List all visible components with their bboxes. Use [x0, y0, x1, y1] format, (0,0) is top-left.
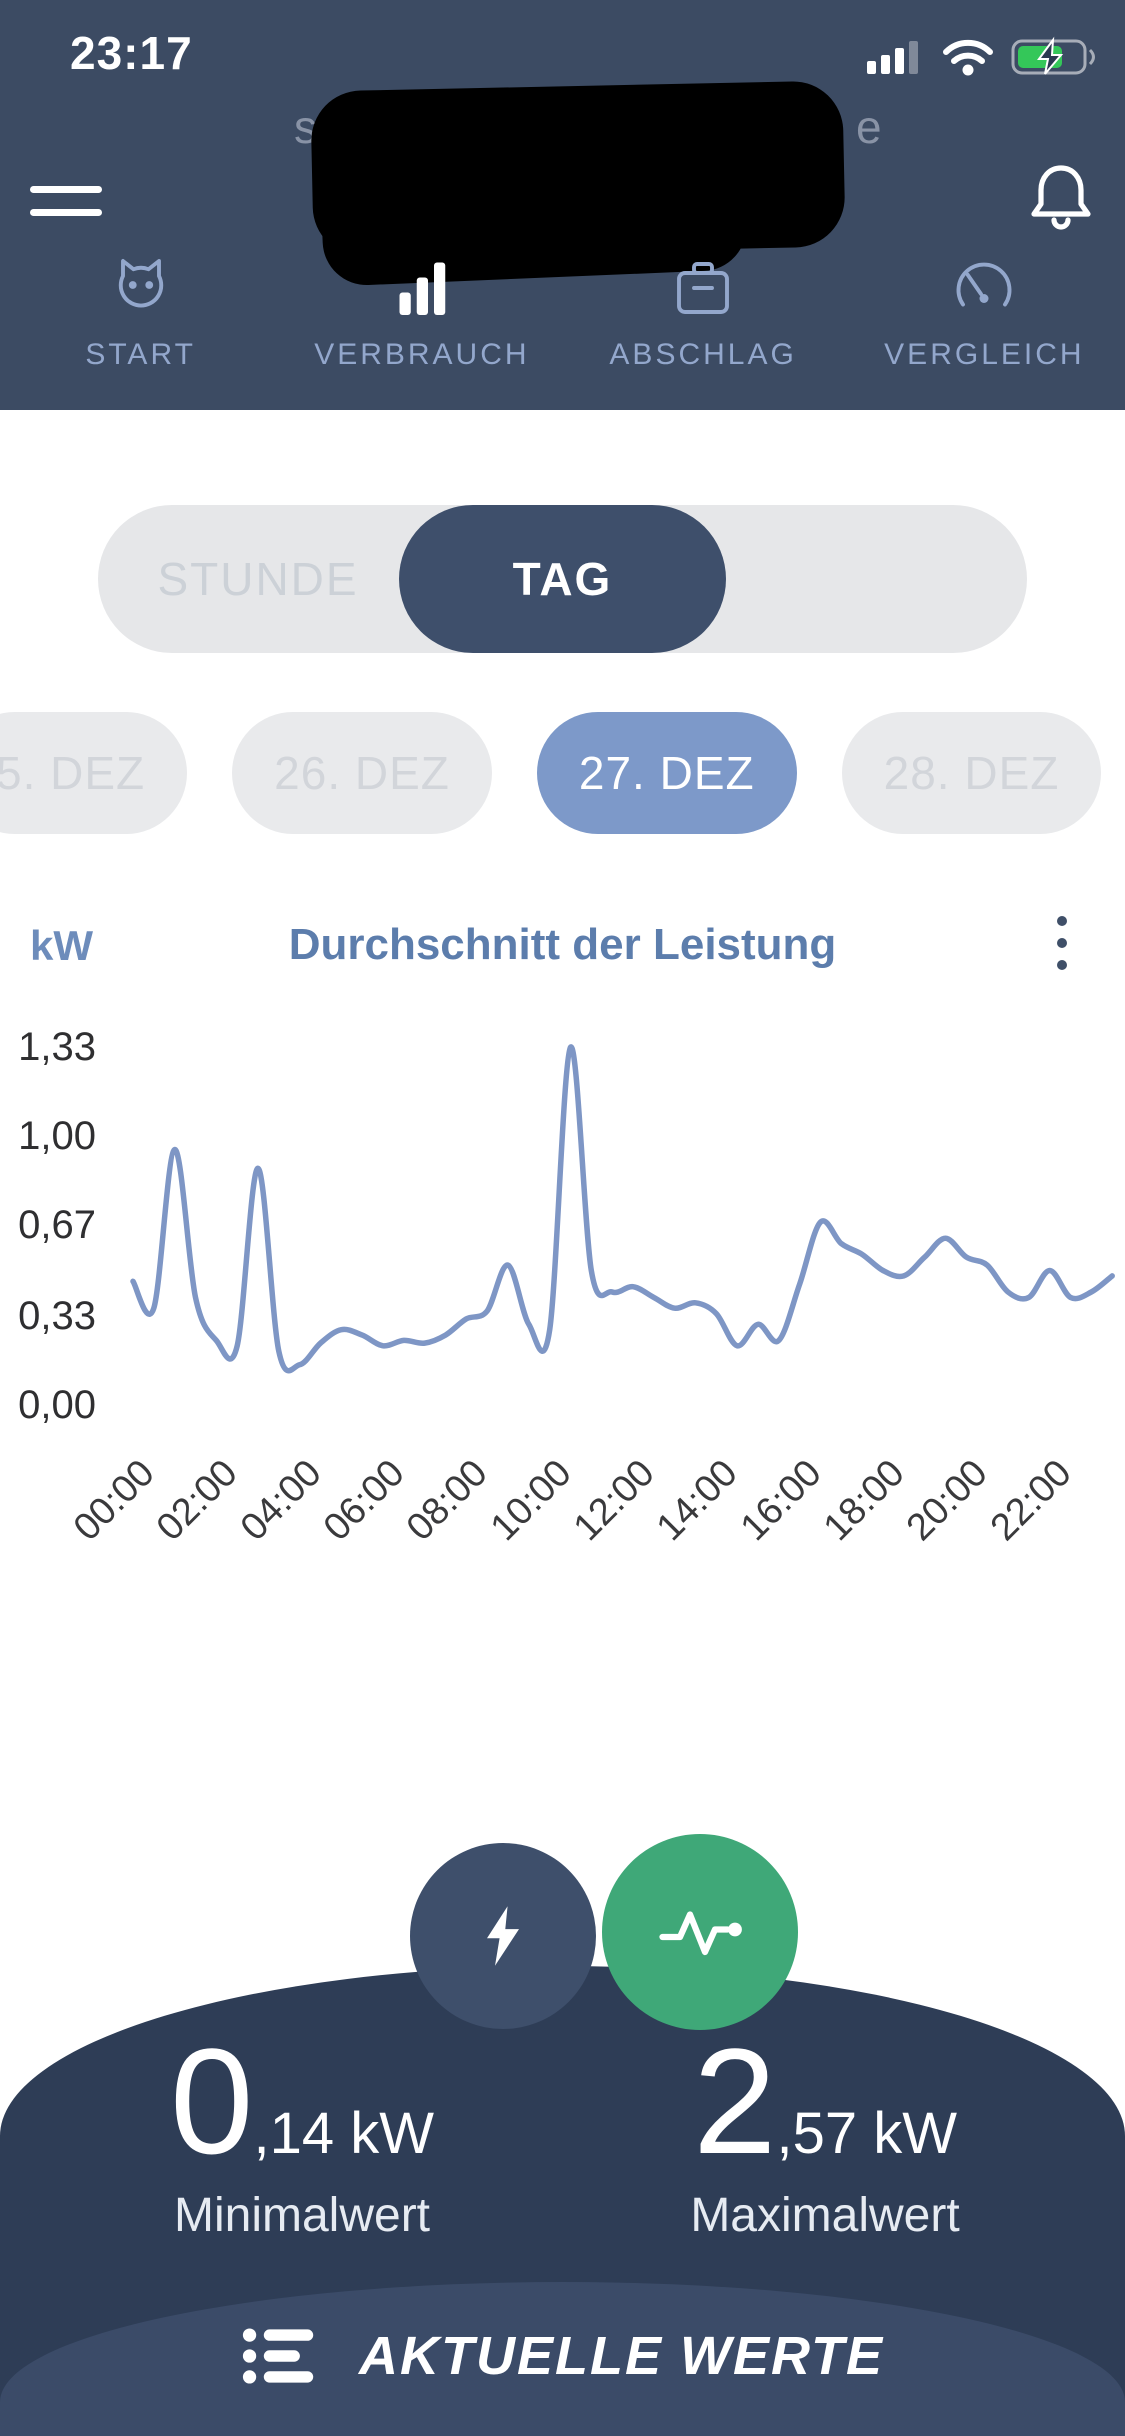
current-values-button[interactable]: AKTUELLE WERTE: [0, 2322, 1125, 2390]
y-axis-tick-label: 1,33: [18, 1025, 96, 1070]
ellipsis-icon: [1057, 916, 1067, 926]
current-values-label: AKTUELLE WERTE: [359, 2326, 884, 2386]
tab-abschlag[interactable]: ABSCHLAG: [563, 252, 844, 372]
date-chip[interactable]: 5. DEZ: [0, 712, 188, 834]
battery-icon: [1011, 36, 1095, 75]
date-chip-row: 5. DEZ 26. DEZ 27. DEZ 28. DEZ: [0, 712, 1102, 834]
x-axis-tick-label: 16:00: [732, 1452, 830, 1549]
period-segmented-control: STUNDE TAG: [98, 505, 1027, 653]
chart-options-button[interactable]: [1049, 908, 1075, 978]
pulse-icon: [659, 1911, 742, 1956]
date-chip[interactable]: 26. DEZ: [232, 712, 492, 834]
bell-icon: [1031, 165, 1091, 230]
menu-button[interactable]: [30, 170, 102, 232]
date-chip[interactable]: 28. DEZ: [841, 712, 1102, 834]
x-axis-tick-label: 22:00: [982, 1452, 1080, 1549]
meter-box-icon: [677, 262, 730, 314]
tab-start[interactable]: START: [0, 252, 281, 372]
x-axis-tick-label: 20:00: [899, 1452, 997, 1549]
x-axis-tick-label: 10:00: [482, 1452, 580, 1549]
tab-label: VERBRAUCH: [314, 338, 530, 371]
max-value-label: Maximalwert: [690, 2189, 960, 2242]
lightning-icon: [487, 1906, 519, 1966]
power-line-chart[interactable]: [115, 1005, 1125, 1435]
tab-verbrauch[interactable]: VERBRAUCH: [281, 252, 562, 372]
maximum-value-stat: 2 ,57 kW Maximalwert: [585, 2026, 1065, 2243]
gauge-icon: [956, 262, 1012, 307]
minimum-value-stat: 0 ,14 kW Minimalwert: [62, 2026, 542, 2243]
y-axis-tick-label: 1,00: [18, 1114, 96, 1159]
power-line-series: [130, 1044, 1115, 1374]
menu-icon: [30, 186, 102, 193]
chart-title: Durchschnitt der Leistung: [288, 920, 837, 969]
min-value-label: Minimalwert: [173, 2189, 431, 2242]
date-chip-selected[interactable]: 27. DEZ: [536, 712, 797, 834]
live-values-button[interactable]: [602, 1834, 798, 2030]
x-axis-tick-label: 18:00: [815, 1452, 913, 1549]
max-value: 2 ,57 kW: [693, 2017, 957, 2185]
x-axis-tick-label: 06:00: [315, 1452, 413, 1549]
tab-vergleich[interactable]: VERGLEICH: [844, 252, 1125, 372]
period-option-stunde[interactable]: STUNDE: [98, 505, 418, 653]
x-axis-tick-label: 14:00: [649, 1452, 747, 1549]
owl-icon: [118, 259, 163, 308]
list-icon: [242, 2328, 314, 2384]
period-option-tag[interactable]: TAG: [399, 505, 726, 653]
min-value: 0 ,14 kW: [170, 2017, 434, 2185]
cellular-signal-icon: [867, 41, 918, 74]
status-icons: [867, 36, 1099, 78]
tab-label: VERGLEICH: [884, 338, 1085, 371]
y-axis-tick-label: 0,33: [18, 1294, 96, 1339]
y-axis-tick-label: 0,67: [18, 1202, 96, 1247]
header: 23:17 s e: [0, 0, 1125, 410]
x-axis-tick-label: 08:00: [399, 1452, 497, 1549]
x-axis-tick-label: 12:00: [565, 1452, 663, 1549]
wifi-icon: [943, 39, 993, 76]
bar-chart-icon: [399, 262, 446, 315]
status-time: 23:17: [70, 27, 193, 79]
notifications-button[interactable]: [1025, 160, 1097, 239]
x-axis-tick-label: 00:00: [65, 1452, 163, 1549]
y-axis-tick-label: 0,00: [18, 1383, 96, 1427]
page-title-fragment: e: [856, 101, 882, 153]
tab-label: ABSCHLAG: [609, 338, 797, 371]
tab-label: START: [85, 338, 196, 371]
x-axis-tick-label: 04:00: [232, 1452, 330, 1549]
nav-tabs: START VERBRAUCH ABSCHLAG: [0, 252, 1125, 372]
power-mode-button[interactable]: [410, 1843, 596, 2029]
chart-y-unit-label: kW: [30, 922, 93, 969]
x-axis-tick-label: 02:00: [149, 1452, 247, 1549]
